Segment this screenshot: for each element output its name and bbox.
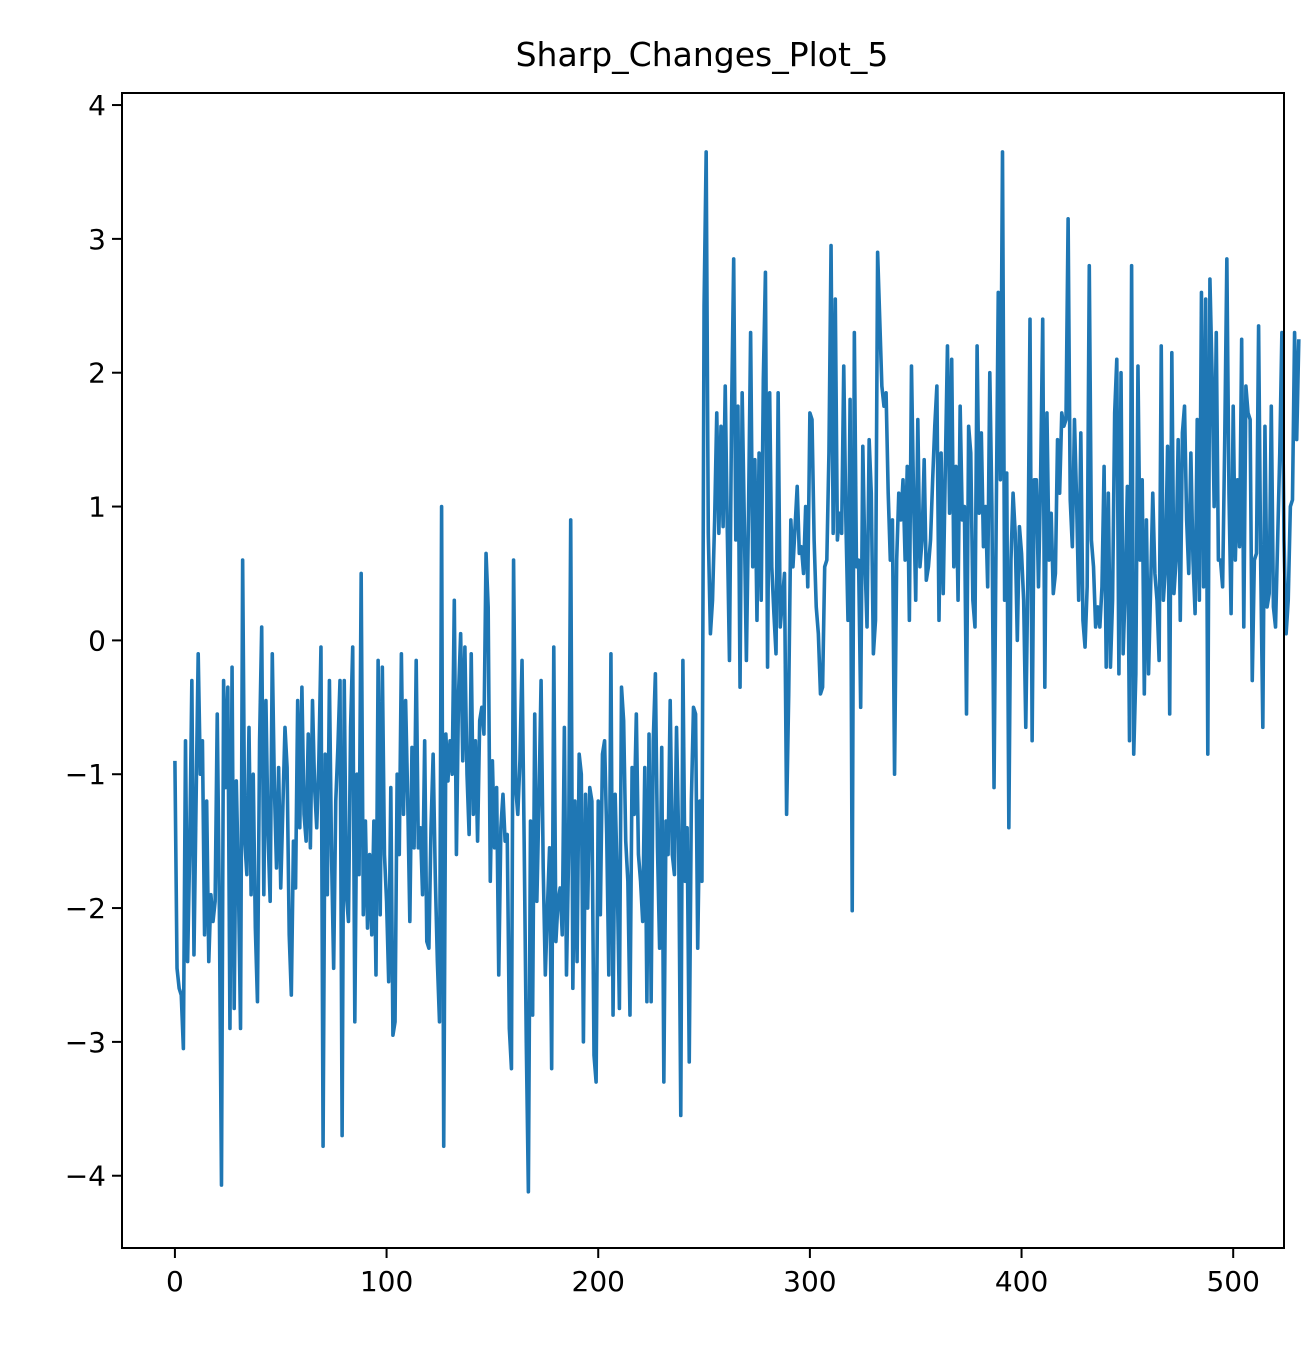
x-tick-label: 300: [783, 1265, 836, 1298]
x-tick-label: 400: [995, 1265, 1048, 1298]
y-tick-label: 0: [88, 624, 106, 657]
y-tick-label: −2: [65, 892, 106, 925]
x-tick-label: 200: [572, 1265, 625, 1298]
x-tick-label: 0: [166, 1265, 184, 1298]
y-tick-label: −4: [65, 1160, 106, 1193]
x-tick-label: 100: [360, 1265, 413, 1298]
y-tick-label: 4: [88, 89, 106, 122]
series-line-0: [173, 150, 1301, 1194]
plot-area: [173, 150, 1301, 1194]
x-axis: 0 100 200 300 400 500: [166, 1248, 1260, 1298]
y-tick-label: 3: [88, 223, 106, 256]
y-tick-label: 1: [88, 491, 106, 524]
y-tick-label: −1: [65, 758, 106, 791]
y-axis: −4 −3 −2 −1 0 1 2 3 4: [65, 89, 122, 1193]
x-tick-label: 500: [1206, 1265, 1259, 1298]
axes-frame: [121, 92, 1285, 1249]
y-tick-label: −3: [65, 1026, 106, 1059]
chart-title: Sharp_Changes_Plot_5: [516, 35, 889, 74]
y-tick-label: 2: [88, 357, 106, 390]
